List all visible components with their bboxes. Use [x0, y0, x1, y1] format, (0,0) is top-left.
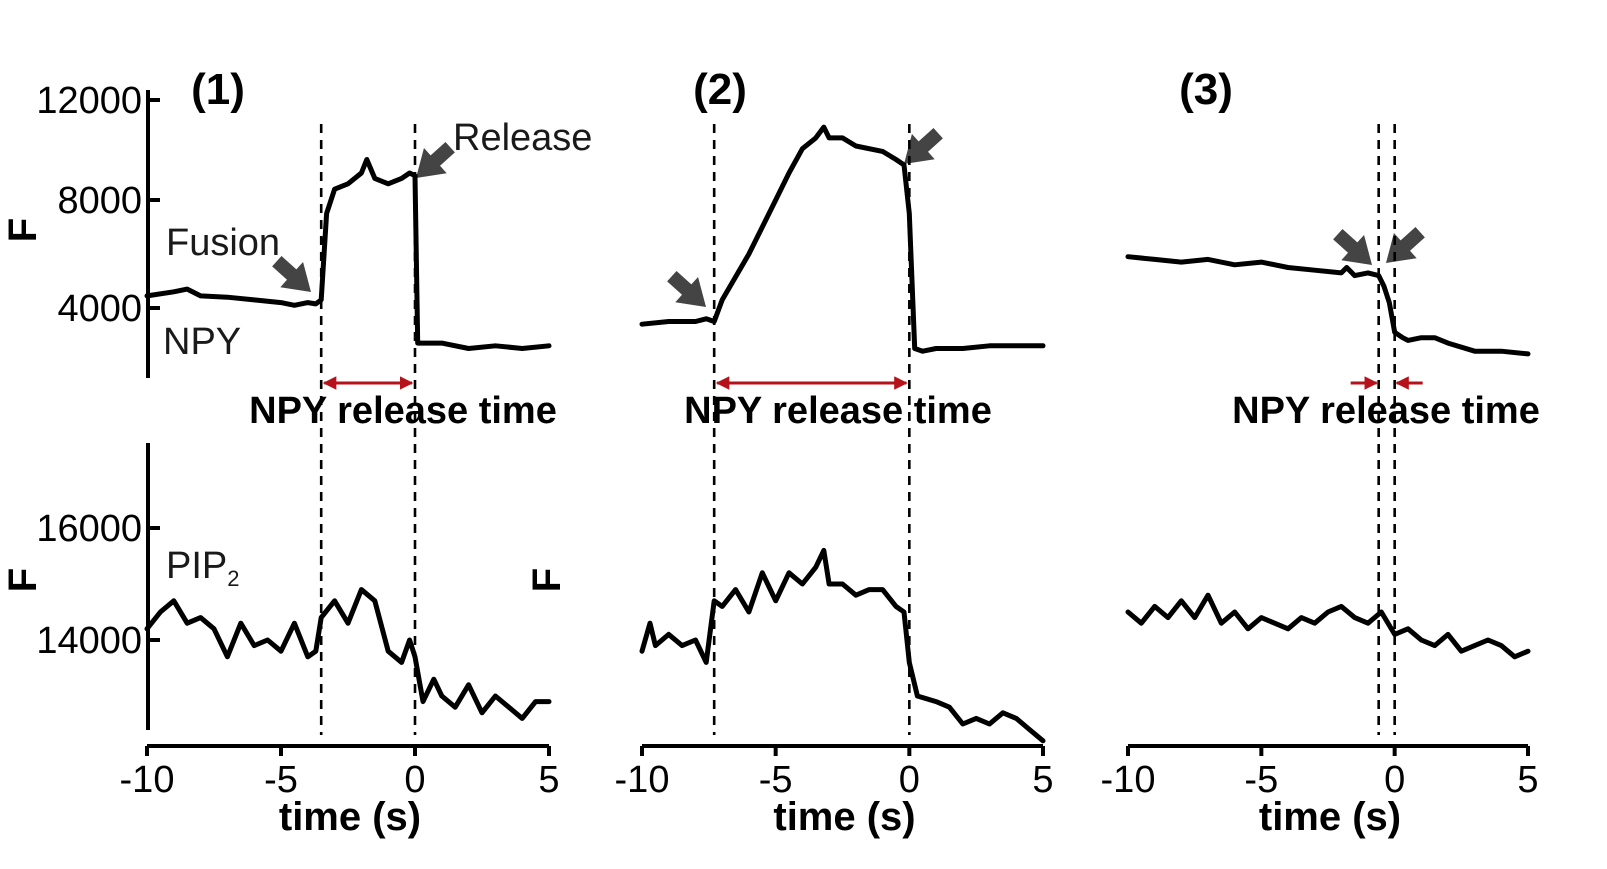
npy-trace-label: NPY	[163, 321, 241, 363]
pip2-y-axis: 16000 14000 F F	[1, 443, 569, 730]
pip2-trace-3	[1125, 592, 1531, 660]
npy-trace-1	[144, 157, 552, 351]
release-label: Release	[453, 117, 592, 159]
x-tick-label-1-0: -10	[120, 759, 175, 801]
pip2-y-axis-title: F	[1, 568, 45, 592]
x-tick-label-1-1: -5	[264, 759, 298, 801]
panel-label-2: (2)	[693, 65, 747, 114]
panel-2: (2) -10 -5 0 5 time (s) NPY release time	[615, 65, 1054, 839]
npy-y-tick-label-8000: 8000	[57, 180, 142, 222]
x-tick-label-1-3: 5	[538, 759, 559, 801]
panel3-release-arrow-icon	[1386, 227, 1425, 269]
pip2-y-tick-label-16000: 16000	[36, 508, 142, 550]
npy-y-axis-title: F	[1, 218, 45, 242]
x-tick-label-3-3: 5	[1517, 759, 1538, 801]
pip2-trace-1	[144, 587, 552, 721]
npy-y-tick-label-4000: 4000	[57, 288, 142, 330]
release-time-label-3: NPY release time	[1232, 390, 1540, 432]
release-time-label-1: NPY release time	[249, 390, 557, 432]
pip2-trace-label-subscript: 2	[227, 566, 239, 591]
release-arrow-icon	[416, 142, 455, 184]
panel-label-1: (1)	[191, 65, 245, 114]
x-tick-label-3-2: 0	[1384, 759, 1405, 801]
panel2-release-arrow-icon	[904, 128, 943, 170]
fusion-label: Fusion	[166, 222, 280, 264]
npy-y-tick-label-12000: 12000	[36, 80, 142, 122]
release-time-label-2: NPY release time	[684, 390, 992, 432]
pip2-y-axis-title-panel-2: F	[525, 568, 569, 592]
x-axis-title-2: time (s)	[773, 795, 915, 839]
panel2-fusion-arrow-icon	[667, 271, 711, 307]
x-tick-label-2-2: 0	[899, 759, 920, 801]
panels: (1) -10 -5 0 5 time (s) NPY release time (2) -10…	[120, 65, 1540, 839]
panel-1: (1) -10 -5 0 5 time (s) NPY release time	[120, 65, 560, 839]
x-tick-label-2-3: 5	[1032, 759, 1053, 801]
event-arrows	[272, 128, 1425, 307]
x-axis-title-3: time (s)	[1259, 795, 1401, 839]
panel3-fusion-arrow-icon	[1333, 229, 1377, 265]
pip2-trace-label-main: PIP	[166, 545, 227, 587]
pip2-trace-2	[639, 547, 1046, 744]
npy-trace-2	[639, 124, 1046, 354]
x-axis-title-1: time (s)	[279, 795, 421, 839]
x-tick-label-3-1: -5	[1244, 759, 1278, 801]
pip2-y-tick-label-14000: 14000	[36, 620, 142, 662]
x-tick-label-1-2: 0	[404, 759, 425, 801]
pip2-trace-label: PIP2	[166, 545, 240, 591]
npy-y-axis: 12000 8000 4000 F	[1, 80, 160, 378]
x-tick-label-3-0: -10	[1101, 759, 1156, 801]
panel-3: (3) -10 -5 0 5 time (s) NPY release time	[1101, 65, 1540, 839]
panel-label-3: (3)	[1179, 65, 1233, 114]
x-tick-label-2-0: -10	[615, 759, 670, 801]
npy-trace-3	[1125, 254, 1531, 357]
x-tick-label-2-1: -5	[759, 759, 793, 801]
fusion-arrow-icon	[272, 256, 316, 292]
